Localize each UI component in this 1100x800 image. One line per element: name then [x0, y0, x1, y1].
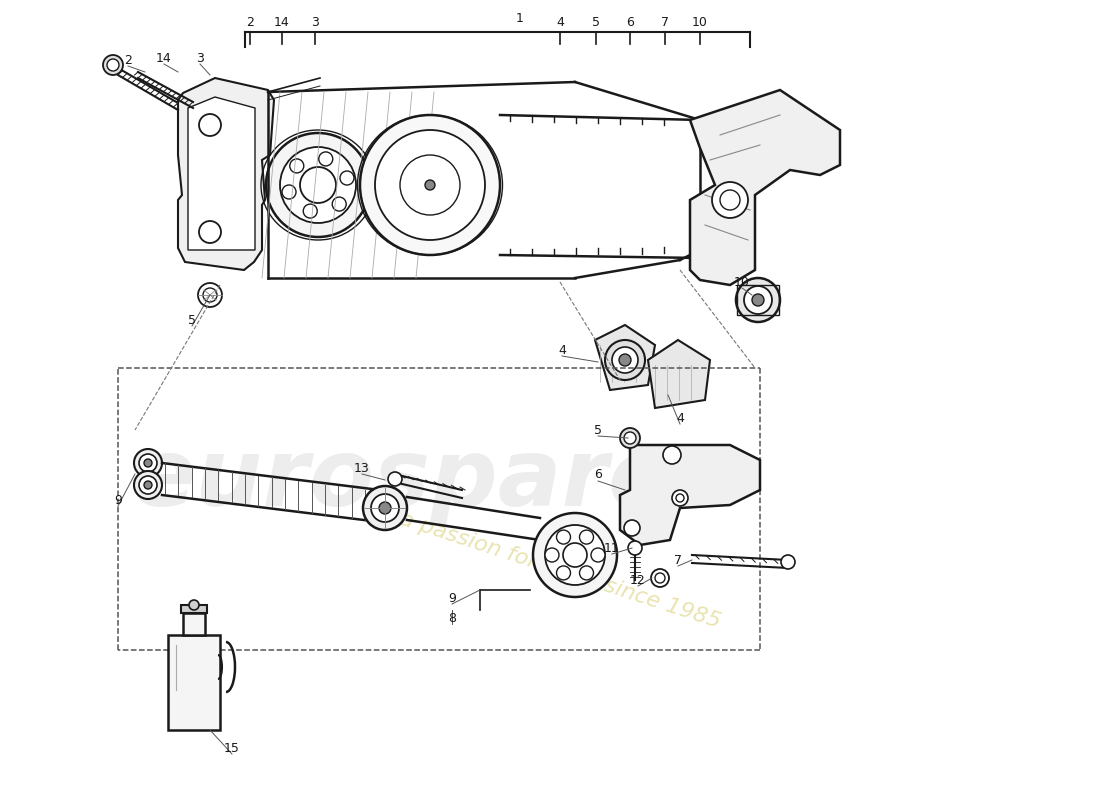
Circle shape — [591, 548, 605, 562]
Text: 5: 5 — [594, 423, 602, 437]
Circle shape — [744, 286, 772, 314]
Text: a passion for parts since 1985: a passion for parts since 1985 — [397, 509, 723, 631]
Text: 3: 3 — [311, 15, 319, 29]
Circle shape — [676, 494, 684, 502]
Circle shape — [628, 541, 642, 555]
Circle shape — [736, 278, 780, 322]
Polygon shape — [183, 613, 205, 635]
Text: 10: 10 — [692, 15, 708, 29]
Text: 9: 9 — [114, 494, 122, 506]
Circle shape — [580, 566, 594, 580]
Text: 5: 5 — [188, 314, 196, 326]
Polygon shape — [182, 605, 207, 613]
Circle shape — [557, 566, 571, 580]
Circle shape — [672, 490, 688, 506]
Circle shape — [189, 600, 199, 610]
Text: 7: 7 — [661, 15, 669, 29]
Circle shape — [612, 347, 638, 373]
Circle shape — [544, 525, 605, 585]
Circle shape — [752, 294, 764, 306]
Circle shape — [624, 432, 636, 444]
Polygon shape — [595, 325, 654, 390]
Circle shape — [107, 59, 119, 71]
Text: 7: 7 — [674, 554, 682, 566]
Circle shape — [103, 55, 123, 75]
Text: 4: 4 — [557, 15, 564, 29]
Circle shape — [280, 147, 356, 223]
Text: 6: 6 — [626, 15, 634, 29]
Circle shape — [266, 133, 370, 237]
Polygon shape — [690, 90, 840, 285]
Polygon shape — [168, 635, 220, 730]
Circle shape — [620, 428, 640, 448]
Circle shape — [340, 171, 354, 185]
Circle shape — [199, 114, 221, 136]
Circle shape — [544, 548, 559, 562]
Circle shape — [654, 573, 666, 583]
Circle shape — [289, 159, 304, 173]
Text: 5: 5 — [592, 15, 600, 29]
Circle shape — [651, 569, 669, 587]
Circle shape — [282, 185, 296, 199]
Circle shape — [534, 513, 617, 597]
Text: 2: 2 — [246, 15, 254, 29]
Text: 4: 4 — [676, 411, 684, 425]
Circle shape — [332, 197, 346, 211]
Circle shape — [204, 288, 217, 302]
Text: 14: 14 — [274, 15, 290, 29]
Text: eurospares: eurospares — [131, 434, 728, 526]
Text: 1: 1 — [516, 11, 524, 25]
Polygon shape — [188, 97, 255, 250]
Circle shape — [304, 204, 317, 218]
Circle shape — [300, 167, 336, 203]
Text: 13: 13 — [354, 462, 370, 474]
Circle shape — [400, 155, 460, 215]
Circle shape — [134, 449, 162, 477]
Circle shape — [360, 115, 500, 255]
Circle shape — [619, 354, 631, 366]
Circle shape — [139, 454, 157, 472]
Circle shape — [720, 190, 740, 210]
Polygon shape — [648, 340, 710, 408]
Circle shape — [375, 130, 485, 240]
Polygon shape — [620, 445, 760, 545]
Text: 4: 4 — [558, 343, 565, 357]
Circle shape — [134, 471, 162, 499]
Text: 10: 10 — [734, 275, 750, 289]
Circle shape — [663, 446, 681, 464]
Polygon shape — [178, 78, 274, 270]
Text: 9: 9 — [448, 591, 455, 605]
Circle shape — [557, 530, 571, 544]
Circle shape — [379, 502, 390, 514]
Circle shape — [563, 543, 587, 567]
Circle shape — [198, 283, 222, 307]
Text: 15: 15 — [224, 742, 240, 754]
Circle shape — [425, 180, 435, 190]
Text: 6: 6 — [594, 469, 602, 482]
Text: 8: 8 — [448, 611, 456, 625]
Text: 3: 3 — [196, 51, 204, 65]
Circle shape — [199, 221, 221, 243]
Circle shape — [319, 152, 333, 166]
Circle shape — [144, 481, 152, 489]
Text: 2: 2 — [124, 54, 132, 66]
Circle shape — [139, 476, 157, 494]
Circle shape — [712, 182, 748, 218]
Circle shape — [144, 459, 152, 467]
Text: 11: 11 — [604, 542, 620, 554]
Text: 14: 14 — [156, 51, 172, 65]
Circle shape — [781, 555, 795, 569]
Circle shape — [388, 472, 401, 486]
Circle shape — [371, 494, 399, 522]
Circle shape — [580, 530, 594, 544]
Circle shape — [363, 486, 407, 530]
Circle shape — [605, 340, 645, 380]
Text: 12: 12 — [630, 574, 646, 586]
Circle shape — [624, 520, 640, 536]
